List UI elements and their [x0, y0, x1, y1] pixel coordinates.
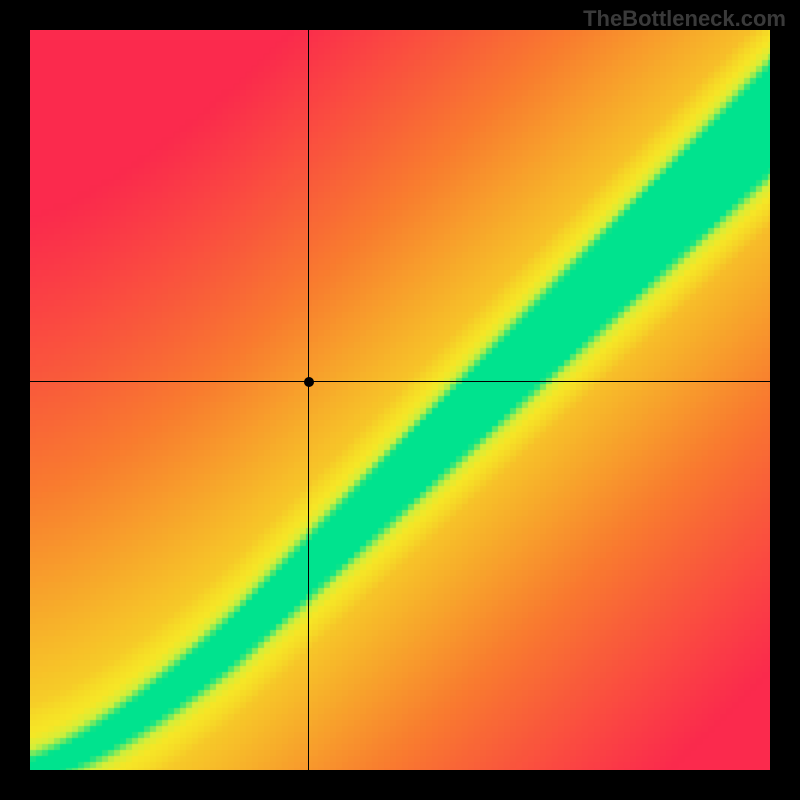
- chart-container: TheBottleneck.com: [0, 0, 800, 800]
- watermark-text: TheBottleneck.com: [583, 6, 786, 32]
- plot-frame: [30, 30, 770, 770]
- heatmap-canvas: [30, 30, 770, 770]
- crosshair-horizontal: [30, 381, 770, 382]
- crosshair-vertical: [308, 30, 309, 770]
- crosshair-marker: [304, 377, 314, 387]
